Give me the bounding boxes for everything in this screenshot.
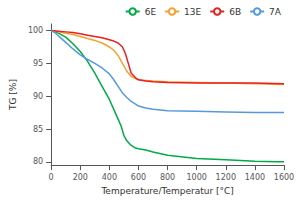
svg-text:1000: 1000	[187, 173, 207, 182]
svg-text:600: 600	[131, 173, 146, 182]
svg-text:80: 80	[33, 157, 43, 166]
svg-text:400: 400	[102, 173, 117, 182]
svg-text:1200: 1200	[216, 173, 236, 182]
svg-text:Temperature/Temperatur [°C]: Temperature/Temperatur [°C]	[100, 186, 233, 196]
svg-text:6B: 6B	[229, 7, 241, 17]
svg-text:1600: 1600	[274, 173, 294, 182]
svg-text:1400: 1400	[245, 173, 265, 182]
svg-text:TG [%]: TG [%]	[8, 79, 18, 111]
svg-text:7A: 7A	[269, 7, 282, 17]
svg-text:800: 800	[160, 173, 175, 182]
svg-text:6E: 6E	[145, 7, 157, 17]
svg-text:0: 0	[49, 173, 54, 182]
svg-text:100: 100	[28, 26, 43, 35]
svg-text:95: 95	[33, 59, 43, 68]
svg-text:85: 85	[33, 125, 43, 134]
svg-text:200: 200	[73, 173, 88, 182]
svg-text:90: 90	[33, 92, 43, 101]
svg-text:13E: 13E	[184, 7, 201, 17]
